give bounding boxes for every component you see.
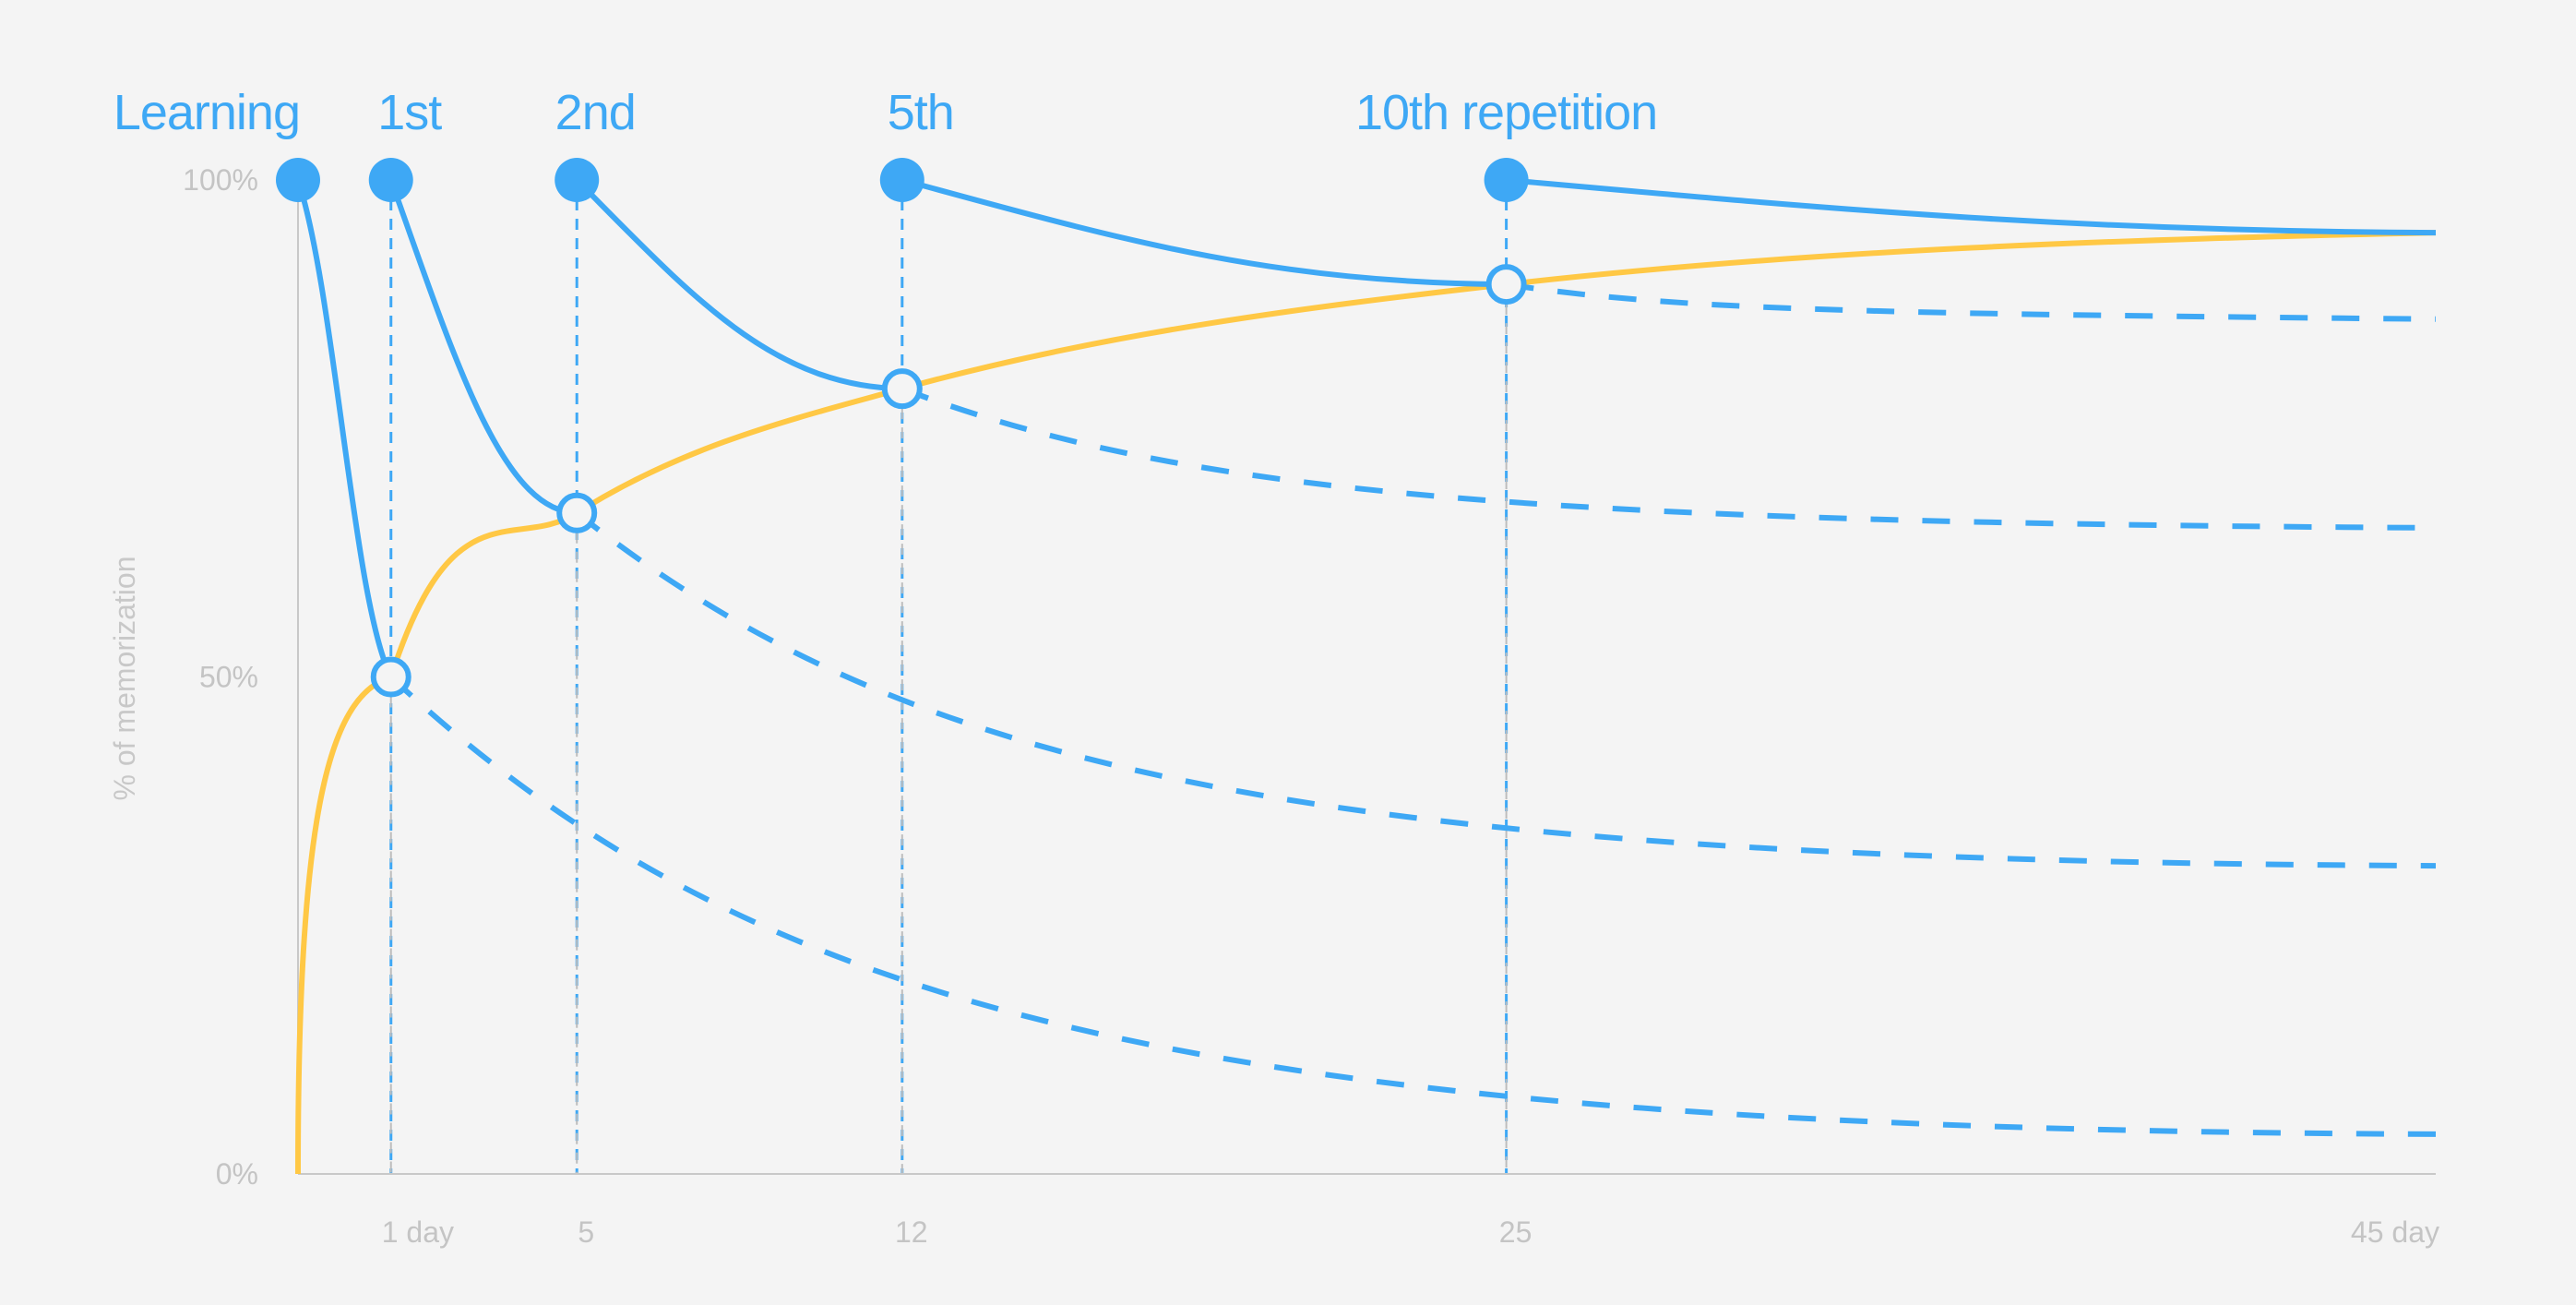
forgetting-curve bbox=[901, 177, 1507, 288]
memorization-point-marker bbox=[370, 656, 411, 698]
repetition-labels: Learning 1st 2nd 5th 10th repetition bbox=[113, 85, 1658, 140]
repetition-label: 1st bbox=[377, 85, 442, 140]
memorization-point-marker bbox=[556, 492, 598, 533]
repetition-markers bbox=[276, 158, 1529, 698]
memorization-point-marker bbox=[881, 368, 923, 410]
axes bbox=[297, 180, 2436, 1175]
repetition-start-dot bbox=[368, 158, 413, 202]
x-tick-label: 12 bbox=[895, 1215, 928, 1249]
dashed-decay-curve bbox=[388, 675, 2437, 1137]
forgetting-curve bbox=[388, 178, 578, 516]
x-tick-label: 25 bbox=[1499, 1215, 1532, 1249]
repetition-start-dot bbox=[555, 158, 600, 202]
dashed-decay-curves bbox=[388, 281, 2437, 1137]
dashed-decay-curve bbox=[575, 510, 2437, 869]
memorization-point-marker bbox=[1485, 264, 1527, 305]
guide-lines bbox=[389, 180, 1509, 1174]
x-tick-labels: 1 day 5 12 25 45 day bbox=[382, 1215, 2439, 1249]
repetition-label: Learning bbox=[113, 85, 300, 140]
dashed-decay-curve bbox=[900, 386, 2437, 531]
forgetting-curves bbox=[295, 177, 2437, 678]
y-axis-label: % of memorization bbox=[108, 557, 141, 801]
forgetting-curve bbox=[295, 179, 394, 678]
x-tick-label: 5 bbox=[578, 1215, 594, 1249]
forgetting-curve bbox=[575, 177, 902, 392]
memorization-curve bbox=[295, 230, 2437, 1175]
dashed-decay-curve bbox=[1506, 281, 2437, 322]
y-tick-label: 50% bbox=[199, 661, 258, 694]
forgetting-curve bbox=[1506, 177, 2437, 236]
repetition-label: 2nd bbox=[555, 85, 636, 140]
repetition-label: 10th repetition bbox=[1355, 85, 1657, 140]
y-tick-label: 100% bbox=[183, 163, 258, 197]
x-tick-label: 45 day bbox=[2351, 1215, 2439, 1249]
y-tick-label: 0% bbox=[216, 1157, 258, 1191]
y-tick-labels: 0% 50% 100% bbox=[183, 163, 258, 1191]
repetition-start-dot bbox=[1484, 158, 1529, 202]
repetition-label: 5th bbox=[888, 85, 954, 140]
repetition-start-dot bbox=[879, 158, 924, 202]
repetition-start-dot bbox=[276, 158, 320, 202]
memorization-line bbox=[295, 230, 2437, 1175]
x-tick-label: 1 day bbox=[382, 1215, 454, 1249]
